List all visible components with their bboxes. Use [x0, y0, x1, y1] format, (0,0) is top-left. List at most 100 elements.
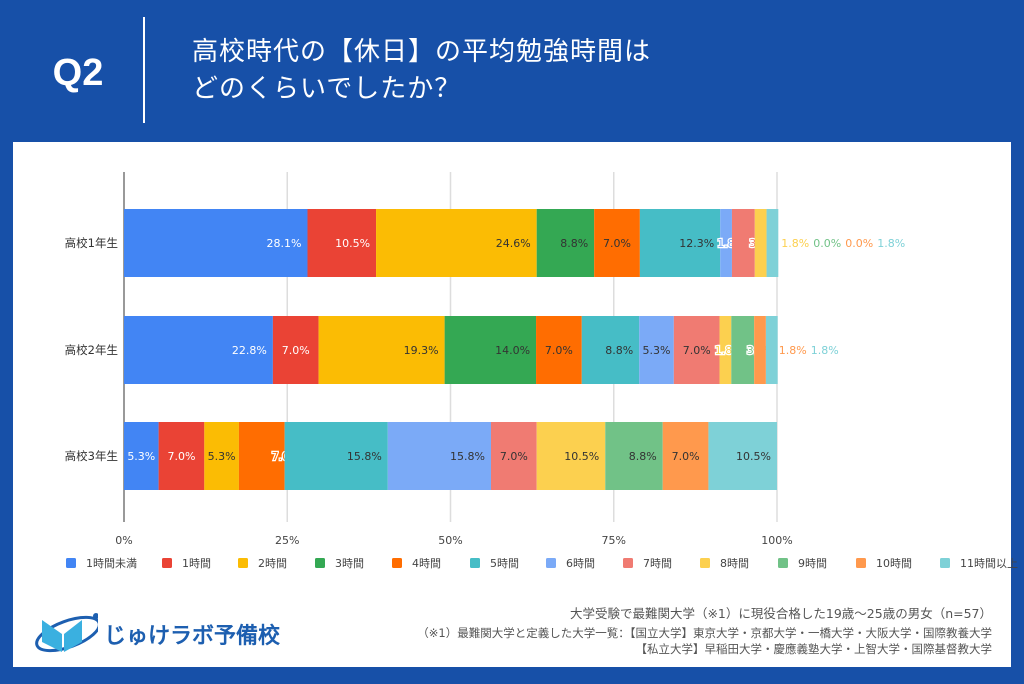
data-label: 7.0% [603, 237, 631, 250]
bar-segment [605, 422, 663, 490]
bar-segment [662, 422, 709, 490]
bar-segment [673, 316, 720, 384]
data-label: 19.3% [404, 344, 439, 357]
y-category-label: 高校3年生 [65, 449, 118, 463]
data-label: 5.3% [127, 450, 155, 463]
y-category-label: 高校2年生 [65, 343, 118, 357]
data-label: 7.0% [683, 344, 711, 357]
legend-label: 7時間 [643, 557, 672, 570]
bar-segment [765, 316, 778, 384]
bar-segment [444, 316, 537, 384]
legend-label: 2時間 [258, 557, 287, 570]
header-divider [143, 17, 145, 123]
x-tick-label: 50% [438, 534, 462, 547]
bar-segment [536, 209, 595, 277]
bar-segment [754, 316, 766, 384]
x-tick-label: 100% [761, 534, 792, 547]
data-label: 7.0% [672, 450, 700, 463]
data-label: 1.8% [877, 237, 905, 250]
legend-label: 6時間 [566, 557, 595, 570]
data-label: 15.8% [450, 450, 485, 463]
sample-note: 大学受験で最難関大学（※1）に現役合格した19歳〜25歳の男女（n=57） [569, 606, 992, 621]
x-tick-label: 25% [275, 534, 299, 547]
bar-segment [581, 316, 640, 384]
legend-label: 1時間未満 [86, 557, 137, 570]
data-label: 8.8% [629, 450, 657, 463]
legend-label: 1時間 [182, 557, 211, 570]
legend-swatch [546, 558, 556, 568]
bar-segment [490, 422, 537, 490]
legend-swatch [856, 558, 866, 568]
legend-label: 3時間 [335, 557, 364, 570]
data-label: 10.5% [564, 450, 599, 463]
bar-segment [536, 316, 582, 384]
data-label: 1.8% [781, 237, 809, 250]
data-label: 15.8% [347, 450, 382, 463]
bar-segment [124, 209, 308, 277]
bar-segment [639, 316, 674, 384]
bar-segment [594, 209, 640, 277]
data-label: 28.1% [267, 237, 302, 250]
legend-label: 8時間 [720, 557, 749, 570]
x-tick-label: 0% [115, 534, 132, 547]
bar-segment [272, 316, 319, 384]
bar-segment [318, 316, 445, 384]
bar-segment [284, 422, 388, 490]
legend-swatch [315, 558, 325, 568]
legend-swatch [470, 558, 480, 568]
legend-swatch [66, 558, 76, 568]
legend-label: 4時間 [412, 557, 441, 570]
bar-segment [307, 209, 377, 277]
legend-swatch [778, 558, 788, 568]
bar-segment [387, 422, 491, 490]
y-category-label: 高校1年生 [65, 236, 118, 250]
question-number: Q2 [52, 52, 104, 94]
legend-swatch [940, 558, 950, 568]
bar-segment [720, 209, 732, 277]
book-logo-icon [35, 613, 98, 653]
definition-line-2: 【私立大学】早稲田大学・慶應義塾大学・上智大学・国際基督教大学 [635, 642, 993, 656]
bar-segment [124, 422, 159, 490]
data-label: 14.0% [495, 344, 530, 357]
data-label: 1.8% [779, 344, 807, 357]
legend-label: 9時間 [798, 557, 827, 570]
data-label: 12.3% [679, 237, 714, 250]
x-tick-label: 75% [602, 534, 626, 547]
legend-label: 5時間 [490, 557, 519, 570]
bar-segment [731, 209, 755, 277]
data-label: 0.0% [813, 237, 841, 250]
bar-segment [124, 316, 273, 384]
data-label: 7.0% [167, 450, 195, 463]
title-line-2: どのくらいでしたか？ [192, 74, 462, 104]
logo-text: じゅけラボ予備校 [104, 624, 281, 649]
bar-segment [376, 209, 537, 277]
data-label: 10.5% [736, 450, 771, 463]
legend-swatch [162, 558, 172, 568]
bar-segment [158, 422, 205, 490]
legend-swatch [623, 558, 633, 568]
bar-segment [766, 209, 779, 277]
title-line-1: 高校時代の【休日】の平均勉強時間は [192, 37, 652, 67]
data-label: 8.8% [560, 237, 588, 250]
data-label: 22.8% [232, 344, 267, 357]
data-label: 5.3% [208, 450, 236, 463]
bar-segment [731, 316, 755, 384]
data-label: 7.0% [545, 344, 573, 357]
bar-segment [754, 209, 767, 277]
data-label: 10.5% [335, 237, 370, 250]
data-label: 1.8% [811, 344, 839, 357]
data-label: 7.0% [500, 450, 528, 463]
page-title: 高校時代の【休日】の平均勉強時間は どのくらいでしたか？ [192, 34, 651, 108]
data-label: 7.0% [282, 344, 310, 357]
bar-segment [719, 316, 732, 384]
legend-swatch [392, 558, 402, 568]
data-label: 0.0% [845, 237, 873, 250]
bar-segment [536, 422, 606, 490]
bar-segment [639, 209, 721, 277]
bar-segment [238, 422, 285, 490]
legend-swatch [700, 558, 710, 568]
legend-label: 10時間 [876, 557, 912, 570]
logo: じゅけラボ予備校 [28, 612, 280, 656]
definition-line-1: （※1）最難関大学と定義した大学一覧：【国立大学】東京大学・京都大学・一橋大学・… [417, 626, 992, 640]
